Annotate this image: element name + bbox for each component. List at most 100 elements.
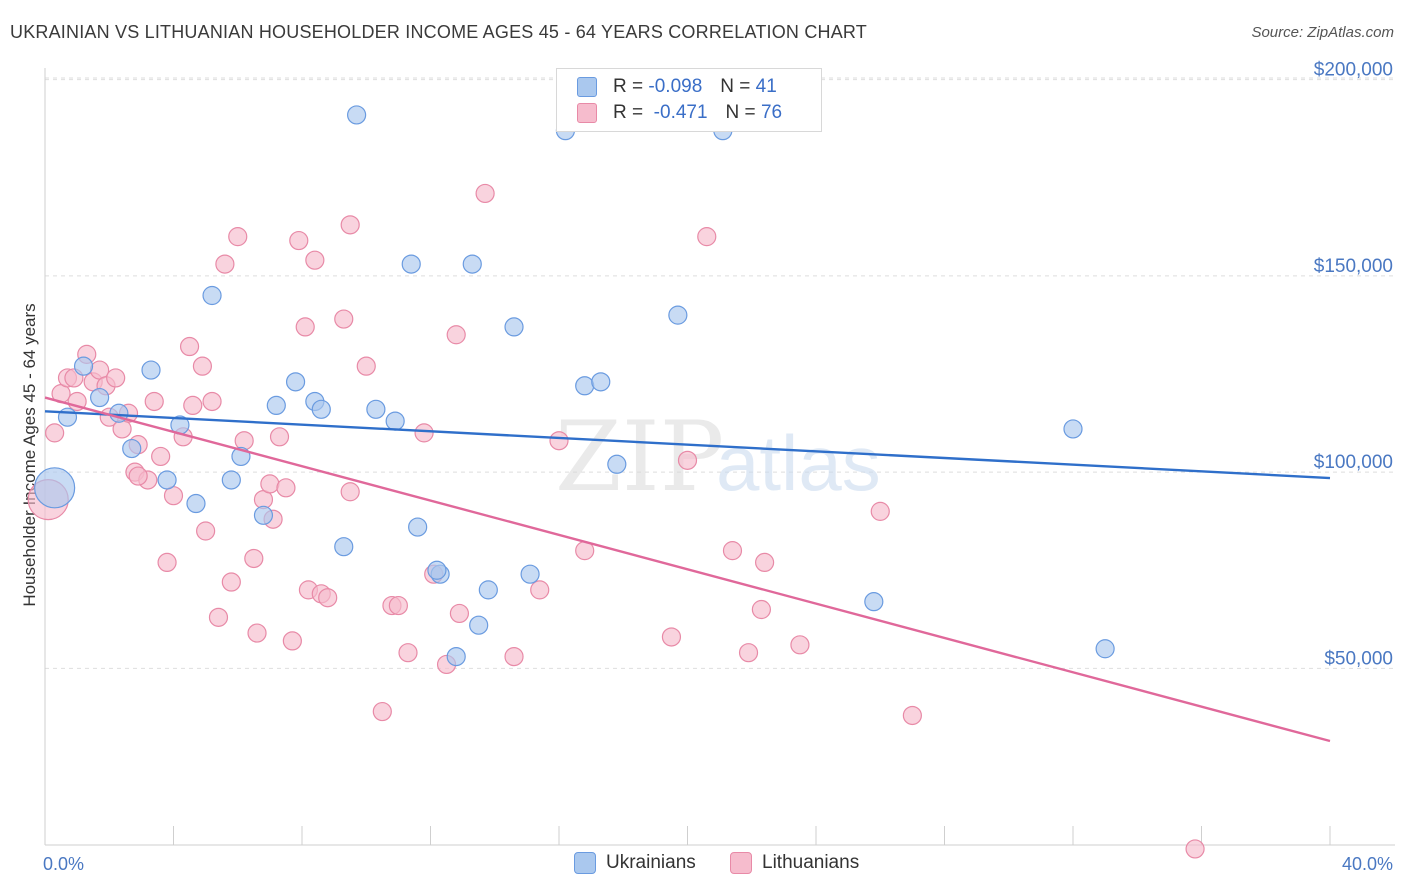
lithuanian-point bbox=[414, 423, 434, 443]
lithuanian-point bbox=[340, 482, 360, 502]
ukr-r-value: -0.098 bbox=[648, 76, 703, 97]
ukrainian-point bbox=[285, 372, 306, 392]
ukrainian-point bbox=[34, 467, 76, 509]
ukr-n-value: 41 bbox=[755, 76, 777, 97]
ukrainian-point bbox=[591, 372, 611, 392]
lithuanian-point bbox=[106, 368, 126, 388]
ukrainians-legend-label: Ukrainians bbox=[606, 852, 696, 873]
ukrainian-point bbox=[202, 285, 222, 306]
lithuanian-point bbox=[449, 603, 470, 624]
lithuanian-point bbox=[372, 701, 392, 722]
ukrainian-point bbox=[1063, 419, 1083, 439]
lithuanian-point bbox=[722, 541, 743, 561]
lithuanian-point bbox=[398, 643, 418, 663]
lithuanian-point bbox=[234, 431, 254, 451]
ukrainians-trend-line bbox=[44, 410, 1331, 480]
legend-row-ukrainians: R = -0.098 N = 41 bbox=[577, 75, 777, 99]
legend-item-ukrainians[interactable]: Ukrainians bbox=[574, 852, 696, 874]
lit-r-value: -0.471 bbox=[653, 102, 708, 123]
ukrainian-point bbox=[575, 376, 595, 396]
lithuanian-point bbox=[356, 356, 376, 376]
ukrainian-point bbox=[520, 564, 540, 584]
lithuanians-swatch bbox=[577, 103, 597, 123]
series-legend: Ukrainians Lithuanians bbox=[0, 852, 1406, 876]
ukrainian-point bbox=[408, 517, 428, 537]
ukrainian-point bbox=[462, 254, 482, 274]
lithuanian-point bbox=[144, 391, 164, 412]
trend-lines bbox=[44, 396, 1331, 743]
lithuanian-point bbox=[677, 450, 698, 470]
tick-labels: $50,000 $100,000 $150,000 $200,000 0.0% 40.0% bbox=[43, 60, 1393, 874]
ukrainian-point bbox=[385, 411, 405, 431]
ukrainian-points bbox=[34, 105, 1115, 667]
lithuanians-trend-line bbox=[44, 396, 1331, 743]
lithuanian-point bbox=[305, 250, 325, 270]
ukrainian-point bbox=[401, 254, 421, 274]
lithuanian-point bbox=[870, 501, 890, 521]
lithuanian-point bbox=[247, 623, 267, 643]
ukrainian-point bbox=[864, 592, 884, 612]
ukrainian-point bbox=[334, 537, 354, 557]
lithuanian-point bbox=[446, 325, 466, 345]
lithuanian-point bbox=[504, 646, 524, 667]
lithuanian-point bbox=[902, 705, 922, 726]
lithuanian-point bbox=[388, 595, 408, 616]
chart-title: UKRAINIAN VS LITHUANIAN HOUSEHOLDER INCO… bbox=[10, 22, 867, 42]
watermark-atlas: atlas bbox=[716, 419, 881, 507]
lithuanian-point bbox=[530, 580, 550, 600]
lithuanian-point bbox=[151, 446, 171, 467]
lithuanian-point bbox=[157, 552, 177, 573]
lit-n-value: 76 bbox=[760, 102, 783, 123]
ukrainian-point bbox=[253, 505, 274, 525]
lithuanian-point bbox=[183, 395, 203, 415]
ukrainian-point bbox=[311, 399, 331, 419]
lithuanian-points bbox=[27, 183, 1205, 859]
ukrainian-point bbox=[57, 407, 78, 427]
lithuanian-point bbox=[738, 643, 759, 663]
ukrainian-point bbox=[186, 493, 206, 514]
y-tick-label: $200,000 bbox=[1314, 60, 1393, 81]
lithuanian-point bbox=[661, 627, 682, 647]
ukrainian-point bbox=[90, 387, 110, 408]
lithuanians-legend-swatch bbox=[730, 852, 752, 874]
ukrainian-point bbox=[446, 646, 466, 667]
lithuanian-point bbox=[751, 599, 771, 620]
lithuanian-point bbox=[340, 215, 360, 235]
lithuanian-point bbox=[549, 431, 569, 451]
lithuanian-point bbox=[202, 391, 222, 412]
ukrainian-point bbox=[478, 580, 498, 600]
y-tick-label: $150,000 bbox=[1314, 256, 1393, 277]
legend-row-lithuanians: R = -0.471 N = 76 bbox=[577, 101, 782, 125]
ukrainian-point bbox=[1095, 639, 1115, 659]
lithuanian-point bbox=[318, 588, 338, 608]
lithuanian-point bbox=[1185, 839, 1205, 859]
lithuanian-point bbox=[196, 521, 216, 541]
lithuanian-point bbox=[192, 356, 213, 376]
ukrainians-swatch bbox=[577, 77, 597, 97]
ukrainian-point bbox=[668, 305, 688, 325]
lithuanian-point bbox=[289, 230, 309, 251]
chart-source: Source: ZipAtlas.com bbox=[1251, 24, 1394, 41]
legend-item-lithuanians[interactable]: Lithuanians bbox=[730, 852, 859, 874]
lithuanian-point bbox=[221, 572, 241, 592]
lithuanian-point bbox=[475, 183, 495, 204]
ukr-n-label: N = bbox=[720, 76, 751, 97]
ukrainian-point bbox=[427, 560, 447, 580]
lit-r-label: R = bbox=[613, 102, 644, 123]
lithuanian-point bbox=[244, 548, 264, 569]
x-tick-label-min: 0.0% bbox=[43, 854, 84, 874]
watermark-zip: ZIP bbox=[555, 401, 724, 513]
lit-n-label: N = bbox=[725, 102, 756, 123]
lithuanian-point bbox=[208, 607, 229, 627]
lithuanian-point bbox=[790, 635, 810, 655]
lithuanian-point bbox=[754, 552, 775, 573]
lithuanian-point bbox=[697, 227, 717, 247]
lithuanian-point bbox=[260, 474, 280, 494]
ukrainian-point bbox=[607, 454, 627, 474]
lithuanian-point bbox=[179, 336, 200, 357]
y-tick-label: $100,000 bbox=[1314, 452, 1393, 473]
grid-lines bbox=[45, 77, 1395, 669]
ukrainian-point bbox=[469, 615, 489, 635]
lithuanian-point bbox=[228, 227, 248, 247]
